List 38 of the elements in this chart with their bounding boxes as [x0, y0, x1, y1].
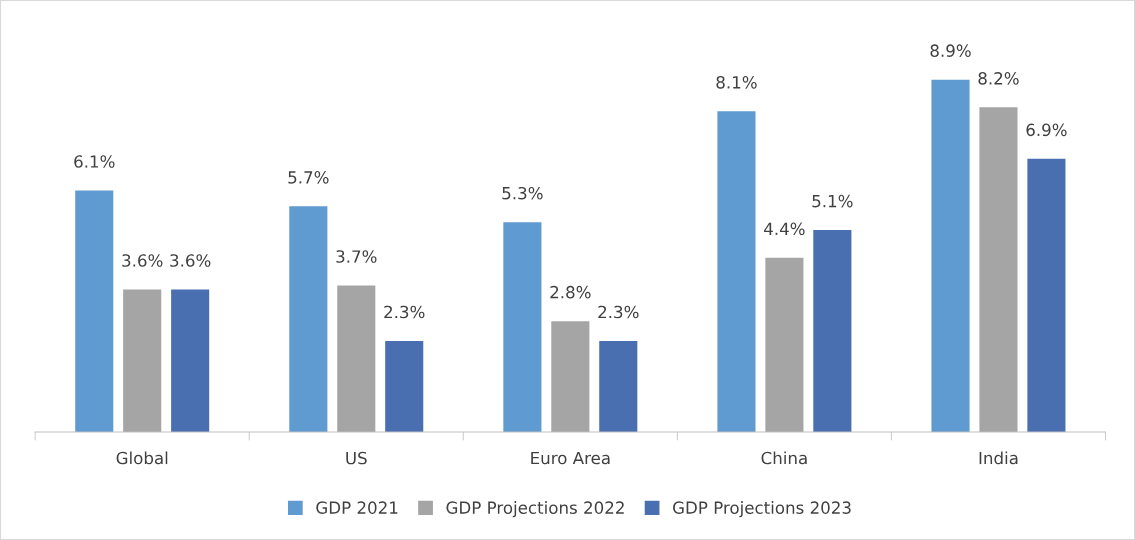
bar [1027, 158, 1066, 432]
bar [503, 222, 542, 432]
bar [75, 190, 114, 432]
data-label: 2.8% [550, 285, 591, 299]
x-tick-label: Euro Area [531, 451, 610, 465]
x-tick-label: US [346, 451, 367, 465]
bar [171, 289, 210, 432]
x-tick-label: China [761, 451, 807, 465]
data-label: 8.2% [978, 72, 1019, 85]
data-label: 4.4% [764, 222, 805, 236]
x-tick-label: Global [116, 451, 168, 465]
data-label: 6.1% [74, 155, 115, 168]
bar [931, 79, 970, 432]
bar [337, 285, 376, 432]
bar [385, 340, 424, 432]
bar [551, 321, 590, 432]
data-label: 3.6% [122, 254, 163, 267]
legend-label: GDP Projections 2022 [446, 501, 624, 518]
bar [717, 111, 756, 432]
data-label: 5.1% [812, 194, 853, 208]
bar [289, 206, 328, 432]
data-label: 2.3% [384, 305, 425, 319]
bar [765, 257, 804, 432]
bar [979, 107, 1018, 432]
data-label: 6.9% [1026, 123, 1067, 137]
data-label: 3.6% [170, 254, 211, 267]
bar [599, 340, 638, 432]
legend-label: GDP Projections 2023 [673, 501, 851, 518]
data-label: 8.1% [716, 76, 757, 89]
data-label: 5.3% [502, 186, 543, 200]
data-label: 2.3% [598, 305, 639, 319]
bar [123, 289, 162, 432]
data-label: 5.7% [288, 171, 329, 184]
data-label: 8.9% [930, 44, 971, 57]
bar [813, 230, 852, 432]
data-label: 3.7% [336, 250, 377, 263]
x-tick-label: India [979, 451, 1018, 465]
legend-label: GDP 2021 [316, 501, 398, 514]
